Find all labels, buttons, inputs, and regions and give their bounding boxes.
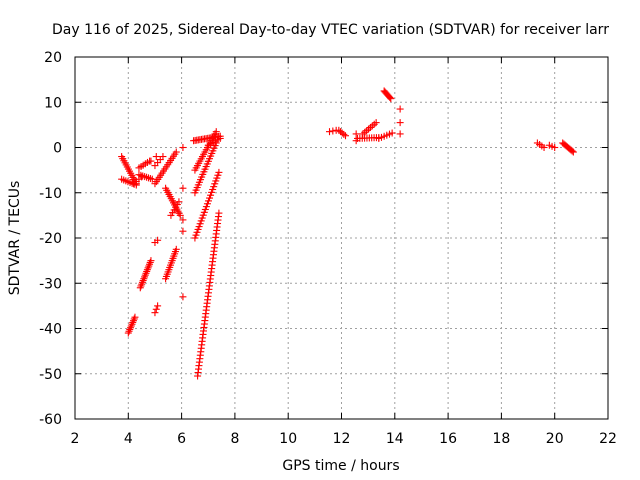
data-point [215, 168, 223, 176]
data-point [396, 130, 404, 138]
x-tick-label: 2 [71, 431, 80, 447]
data-point [179, 184, 187, 192]
data-point [172, 148, 180, 156]
data-point [172, 245, 180, 253]
chart-title: Day 116 of 2025, Sidereal Day-to-day VTE… [52, 22, 609, 38]
y-tick-labels: -60 -50 -40 -30 -20 -10 0 10 20 [39, 50, 62, 428]
data-point [154, 236, 162, 244]
data-point [176, 211, 184, 219]
data-point [129, 317, 137, 325]
data-point [179, 227, 187, 235]
data-point [326, 128, 334, 136]
data-point [179, 144, 187, 151]
data-point [159, 153, 167, 161]
y-tick-label: -50 [39, 367, 62, 383]
data-point [387, 95, 395, 103]
data-point [396, 105, 404, 113]
chart-grid [75, 57, 608, 419]
data-point [152, 153, 160, 161]
data-point [124, 329, 132, 337]
data-point [151, 309, 159, 317]
axis-ticks [74, 56, 609, 420]
x-tick-label: 14 [386, 431, 404, 447]
data-point [215, 209, 223, 217]
y-tick-label: -30 [39, 276, 62, 292]
data-point [341, 132, 349, 140]
data-point [352, 137, 360, 145]
data-point [147, 157, 155, 165]
data-point [125, 327, 133, 335]
data-point [388, 129, 396, 137]
data-point [568, 147, 576, 155]
x-tick-label: 6 [177, 431, 186, 447]
data-point [127, 322, 135, 330]
y-tick-label: -60 [39, 412, 62, 428]
x-tick-labels: 2 4 6 8 10 12 14 16 18 20 22 [71, 431, 617, 447]
x-tick-label: 16 [439, 431, 457, 447]
data-point [126, 326, 134, 334]
data-point [352, 130, 360, 138]
data-point [212, 128, 220, 136]
data-point [372, 119, 380, 127]
data-point [147, 257, 155, 265]
y-axis-label: SDTVAR / TECUs [7, 181, 23, 296]
data-points [118, 87, 577, 380]
data-point [179, 293, 187, 301]
y-tick-label: 20 [44, 50, 62, 66]
data-point [129, 318, 137, 326]
x-tick-label: 20 [546, 431, 564, 447]
data-point [340, 130, 348, 138]
x-tick-label: 12 [333, 431, 351, 447]
x-tick-label: 4 [124, 431, 133, 447]
data-point [175, 198, 183, 206]
y-tick-label: -40 [39, 322, 62, 338]
data-point [179, 216, 187, 224]
data-point [329, 127, 337, 135]
data-point [131, 313, 139, 321]
data-point [551, 144, 559, 151]
data-point [216, 134, 224, 142]
data-point [386, 94, 394, 102]
x-tick-label: 10 [279, 431, 297, 447]
data-point [396, 119, 404, 127]
x-tick-label: 22 [599, 431, 617, 447]
y-tick-label: -10 [39, 186, 62, 202]
data-point [130, 315, 138, 323]
data-point [540, 144, 548, 151]
x-axis-label: GPS time / hours [282, 458, 399, 474]
data-point [128, 320, 136, 328]
y-tick-label: 0 [53, 141, 62, 157]
y-tick-label: 10 [44, 95, 62, 111]
data-point [569, 148, 577, 156]
x-tick-label: 8 [230, 431, 239, 447]
data-point [127, 324, 135, 332]
x-tick-label: 18 [492, 431, 510, 447]
y-tick-label: -20 [39, 231, 62, 247]
data-point [154, 302, 162, 310]
data-point [152, 305, 160, 313]
